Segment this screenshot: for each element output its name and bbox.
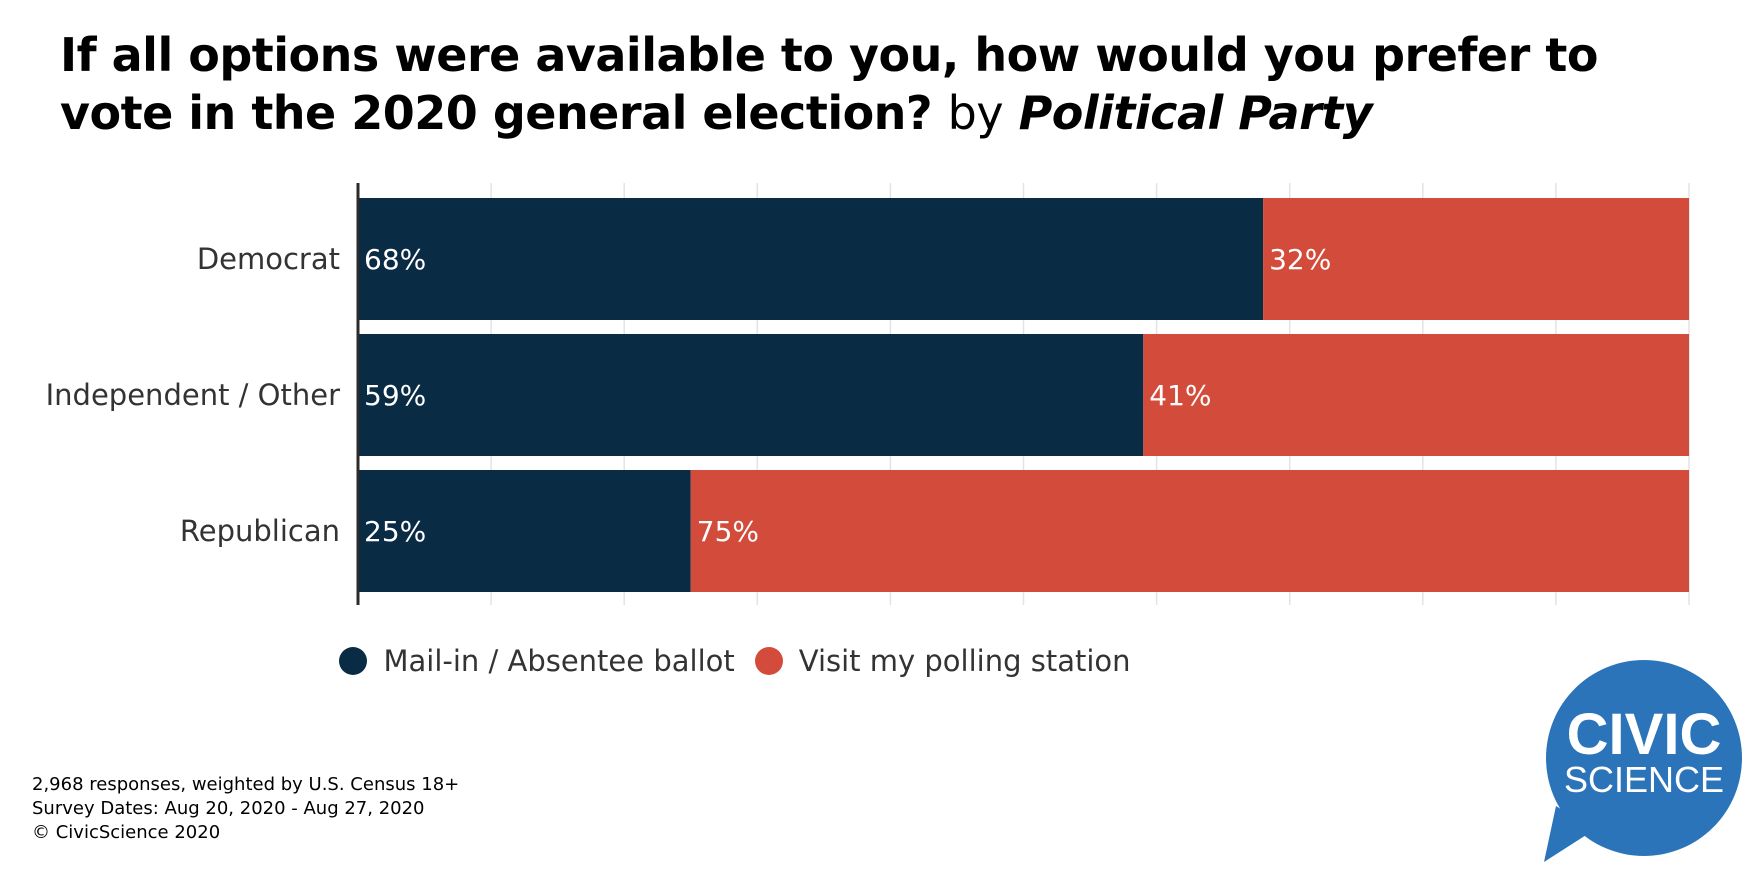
bar-segment — [358, 198, 1264, 320]
data-label: 68% — [364, 243, 426, 276]
survey-footnote: 2,968 responses, weighted by U.S. Census… — [32, 773, 459, 845]
chart-legend: Mail-in / Absentee ballot Visit my polli… — [0, 644, 1470, 678]
data-label: 25% — [364, 515, 426, 548]
data-label: 75% — [697, 515, 759, 548]
legend-label-mail-in: Mail-in / Absentee ballot — [383, 644, 735, 678]
legend-swatch-polling-station — [754, 647, 783, 675]
category-label: Democrat — [197, 242, 340, 276]
legend-label-polling-station: Visit my polling station — [798, 644, 1131, 678]
data-label: 41% — [1149, 379, 1211, 412]
title-by: by — [947, 86, 1004, 140]
bar-segment — [358, 334, 1144, 456]
title-main: If all options were available to you, ho… — [60, 28, 1598, 140]
footnote-survey-dates: Survey Dates: Aug 20, 2020 - Aug 27, 202… — [32, 798, 425, 819]
chart-title: If all options were available to you, ho… — [60, 26, 1720, 142]
legend-item-polling-station[interactable]: Visit my polling station — [754, 644, 1131, 678]
stacked-bar-chart: 68% 32% Democrat 59% 41% Independent / Other 2… — [46, 183, 1690, 605]
logo-text-civic: CIVIC — [1567, 702, 1722, 767]
footnote-copyright: © CivicScience 2020 — [32, 822, 221, 843]
data-label: 59% — [364, 379, 426, 412]
bar-segment — [1263, 198, 1689, 320]
title-dimension: Political Party — [1018, 86, 1373, 140]
bar-segment — [1143, 334, 1689, 456]
bar-segment — [690, 470, 1689, 592]
logo-text-science: SCIENCE — [1564, 759, 1724, 800]
footnote-responses: 2,968 responses, weighted by U.S. Census… — [32, 774, 460, 795]
bar-segment — [358, 470, 691, 592]
category-label: Independent / Other — [46, 378, 340, 412]
category-label: Republican — [180, 514, 340, 548]
legend-swatch-mail-in — [339, 647, 368, 675]
legend-item-mail-in[interactable]: Mail-in / Absentee ballot — [339, 644, 735, 678]
data-label: 32% — [1269, 243, 1331, 276]
